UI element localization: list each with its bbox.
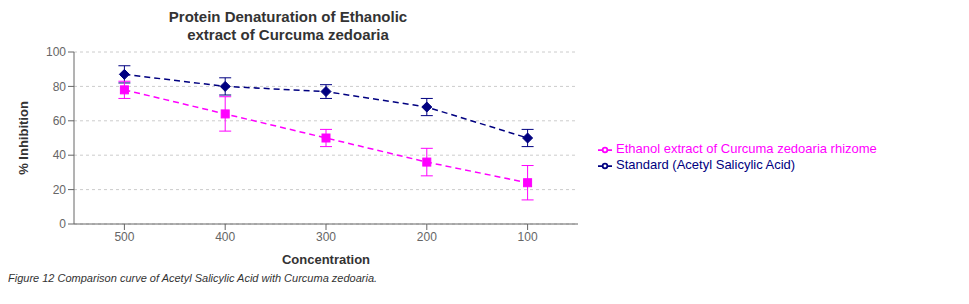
html-text:extract of Curcuma zedoaria: extract of Curcuma zedoaria xyxy=(187,26,389,43)
svg-text:20: 20 xyxy=(53,183,67,197)
svg-text:400: 400 xyxy=(215,230,235,244)
svg-text:% Inhibition: % Inhibition xyxy=(16,101,31,175)
svg-text:100: 100 xyxy=(518,230,538,244)
svg-text:200: 200 xyxy=(417,230,437,244)
svg-text:300: 300 xyxy=(316,230,336,244)
svg-text:100: 100 xyxy=(46,45,66,59)
svg-text:Concentration: Concentration xyxy=(282,252,370,267)
svg-text:80: 80 xyxy=(53,80,67,94)
html-text:Figure 12 Comparison curve of: Figure 12 Comparison curve of Acetyl Sal… xyxy=(8,272,378,284)
svg-text:500: 500 xyxy=(114,230,134,244)
html-text:Standard (Acetyl Salicylic Aci: Standard (Acetyl Salicylic Acid) xyxy=(616,157,796,172)
svg-text:40: 40 xyxy=(53,148,67,162)
svg-text:60: 60 xyxy=(53,114,67,128)
html-text:Protein Denaturation of Ethano: Protein Denaturation of Ethanolic xyxy=(168,8,408,25)
html-text:Ethanol extract of Curcuma zed: Ethanol extract of Curcuma zedoaria rhiz… xyxy=(616,141,877,157)
svg-text:0: 0 xyxy=(59,217,66,231)
